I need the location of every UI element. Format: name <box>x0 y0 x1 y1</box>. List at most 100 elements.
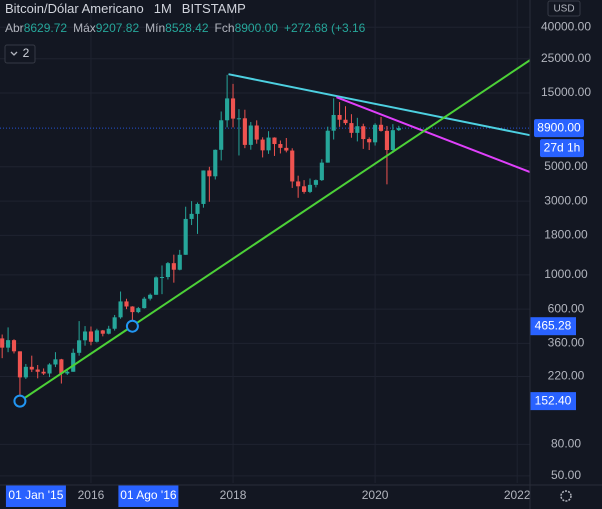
y-tick-label: 600.00 <box>548 301 585 315</box>
candle-body <box>225 98 230 121</box>
anchor-point <box>125 319 139 333</box>
settings-icon[interactable] <box>560 490 572 502</box>
trendline <box>228 73 531 137</box>
x-tick-label: 2016 <box>78 488 105 502</box>
candle-body <box>154 277 159 295</box>
anchor-point <box>13 394 27 408</box>
ohlc-name: Máx <box>73 21 96 35</box>
candle-body <box>355 126 360 133</box>
candle-body <box>165 263 170 278</box>
symbol-title: Bitcoin/Dólar Americano 1M BITSTAMP <box>5 1 246 16</box>
price-label: 152.40 <box>535 393 572 407</box>
x-tick-label: 2020 <box>362 488 389 502</box>
price-label-box <box>530 317 576 336</box>
ohlc-value: 8528.42 <box>165 21 209 35</box>
candle-body <box>53 359 58 365</box>
y-tick-label: 5000.00 <box>544 159 588 173</box>
candle-body <box>313 180 318 185</box>
y-tick-label: 50.00 <box>551 468 581 482</box>
candle-body <box>112 317 117 329</box>
y-tick-label: 1800.00 <box>544 228 588 242</box>
candle-body <box>266 137 271 151</box>
candle-body <box>260 139 265 151</box>
candle-body <box>278 144 283 148</box>
candle-body <box>242 118 247 145</box>
candle-body <box>47 364 52 374</box>
ohlc-value: 8629.72 <box>24 21 68 35</box>
countdown: 27d 1h <box>544 140 581 154</box>
candle-body <box>337 114 342 120</box>
candle-body <box>11 340 17 352</box>
y-tick-label: 3000.00 <box>544 193 588 207</box>
layout-count[interactable]: 2 <box>23 46 30 60</box>
date-label-box <box>118 485 179 507</box>
candle-body <box>230 98 236 119</box>
candle-body <box>23 366 28 378</box>
ohlc-name: Fch <box>215 21 235 35</box>
price-label-box <box>530 392 576 411</box>
candle-body <box>94 330 99 342</box>
price-label: 465.28 <box>535 318 572 332</box>
candle-body <box>201 170 206 204</box>
chevron[interactable] <box>10 51 18 56</box>
candle-body <box>6 340 11 348</box>
candle-body <box>367 139 372 143</box>
candle-body <box>17 351 23 378</box>
candle-body <box>301 186 307 192</box>
candle-body <box>41 371 46 374</box>
y-tick-label: 1000.00 <box>544 267 588 281</box>
candle-body <box>148 294 153 299</box>
candle-body <box>236 118 242 120</box>
candle-body <box>349 123 354 133</box>
candle-body <box>343 119 348 124</box>
date-label-box <box>5 485 66 507</box>
x-tick-label: 2018 <box>220 488 247 502</box>
last-price-label: 8900.00 <box>537 120 581 134</box>
currency-box[interactable] <box>547 0 581 17</box>
candle-body <box>189 213 194 219</box>
change: +272.68 (+3.16 <box>284 21 366 35</box>
y-tick-label: 360.00 <box>548 336 585 350</box>
y-tick-label: 15000.00 <box>541 85 591 99</box>
candle-body <box>390 130 395 151</box>
y-tick-label: 25000.00 <box>541 51 591 65</box>
candle-body <box>331 114 336 131</box>
candle-body <box>130 306 135 313</box>
date-label: 01 Ago '16 <box>120 488 177 502</box>
candle-body <box>88 331 94 342</box>
candle-body <box>373 124 378 143</box>
candle-body <box>106 328 111 334</box>
candle-body <box>219 120 224 150</box>
candle-body <box>361 126 366 140</box>
ohlc-name: Abr <box>5 21 24 35</box>
candle-body <box>59 359 64 374</box>
candle-body <box>71 352 76 372</box>
ohlc-value: 8900.00 <box>235 21 279 35</box>
candle-body <box>0 338 5 348</box>
layout-button[interactable] <box>4 44 36 64</box>
candle-body <box>82 331 88 341</box>
candle-body <box>296 181 301 187</box>
candle-body <box>290 150 295 182</box>
date-label: 01 Jan '15 <box>8 488 63 502</box>
y-tick-label: 220.00 <box>548 369 585 383</box>
ohlc-value: 9207.82 <box>96 21 140 35</box>
candle-body <box>325 130 330 163</box>
candle-body <box>378 124 384 131</box>
candle-body <box>183 218 188 255</box>
trendline <box>19 59 531 402</box>
y-tick-label: 40000.00 <box>541 19 591 33</box>
candle-body <box>254 125 259 140</box>
candle-body <box>284 147 289 151</box>
currency[interactable]: USD <box>553 4 574 15</box>
candle-body <box>118 301 123 318</box>
countdown-box <box>540 139 584 158</box>
candle-body <box>100 330 105 334</box>
candle-body <box>124 301 129 307</box>
last-price-box <box>534 119 584 138</box>
candle-body <box>77 340 82 353</box>
candle-body <box>35 369 40 372</box>
candle-body <box>136 308 141 313</box>
candle-body <box>65 371 70 374</box>
